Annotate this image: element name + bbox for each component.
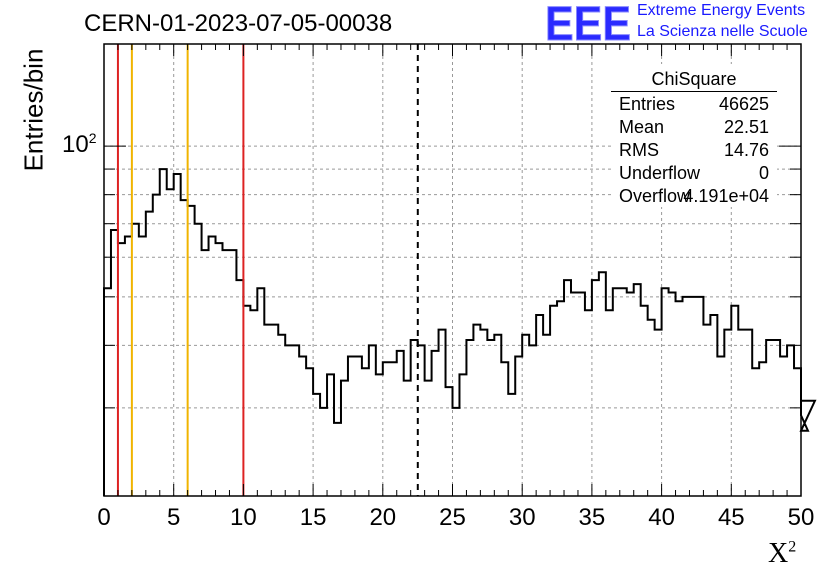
histogram <box>103 168 817 496</box>
stats-label: RMS <box>619 140 659 160</box>
stats-row-underflow: Underflow 0 <box>619 163 769 186</box>
x-tick-label: 25 <box>439 504 466 531</box>
y-tick-label: 102 <box>62 130 97 159</box>
stats-title: ChiSquare <box>651 69 737 89</box>
x-axis-label-superscript: 2 <box>788 538 797 556</box>
x-axis-label-text: X <box>768 538 789 569</box>
x-tick-label: 20 <box>369 504 396 531</box>
logo-tagline-2: La Scienza nelle Scuole <box>637 23 808 40</box>
y-tick-base: 10 <box>62 131 89 158</box>
stats-label: Mean <box>619 117 665 137</box>
x-tick-label: 15 <box>300 504 327 531</box>
y-axis-label: Entries/bin <box>18 48 49 172</box>
stats-label: Entries <box>619 94 676 114</box>
stats-row-entries: Entries 46625 <box>619 94 769 117</box>
stats-row-rms: RMS 14.76 <box>619 140 769 163</box>
stats-value: 22.51 <box>723 117 769 137</box>
y-tick-exponent: 2 <box>88 130 97 146</box>
stats-label: Underflow <box>619 163 701 183</box>
x-tick-label: 10 <box>230 504 257 531</box>
stats-value: 0 <box>758 163 769 183</box>
x-tick-label: 45 <box>718 504 745 531</box>
logo-text: EEE <box>545 0 631 44</box>
eee-logo: EEE <box>545 0 632 44</box>
stats-row-overflow: Overflow 4.191e+04 <box>619 186 769 209</box>
stats-box: ChiSquare Entries 46625 Mean 22.51 RMS 1… <box>611 64 777 207</box>
x-tick-label: 0 <box>97 504 110 531</box>
grid-lines <box>104 44 801 496</box>
stats-value: 4.191e+04 <box>683 186 769 206</box>
x-tick-label: 35 <box>579 504 606 531</box>
x-axis-label: X2 <box>768 538 796 570</box>
x-tick-label: 30 <box>509 504 536 531</box>
x-tick-label: 50 <box>788 504 815 531</box>
reference-lines <box>116 44 419 496</box>
axis-ticks <box>103 44 802 497</box>
x-tick-label: 40 <box>648 504 675 531</box>
stats-divider <box>611 91 777 92</box>
logo-tagline-1: Extreme Energy Events <box>637 2 806 19</box>
x-tick-label: 5 <box>167 504 180 531</box>
histogram-step-line <box>103 168 817 496</box>
chart-title: CERN-01-2023-07-05-00038 <box>84 10 393 37</box>
stats-label: Overflow <box>619 186 691 206</box>
stats-row-mean: Mean 22.51 <box>619 117 769 140</box>
x-tick-labels: 0 5 10 15 20 25 30 35 40 45 50 <box>97 504 814 531</box>
stats-value: 46625 <box>718 94 769 114</box>
stats-value: 14.76 <box>723 140 769 160</box>
